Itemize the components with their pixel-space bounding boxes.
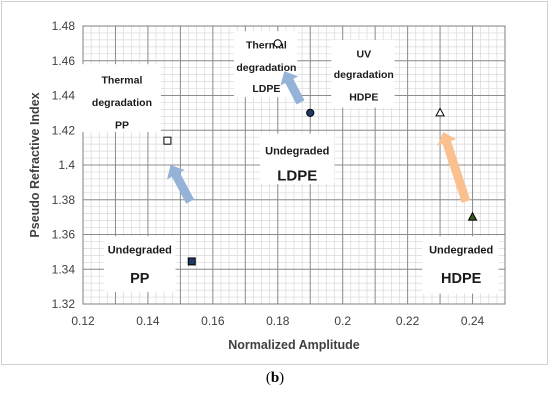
triangle-marker bbox=[467, 211, 478, 221]
y-tick-label: 1.36 bbox=[52, 228, 76, 242]
x-tick-label: 0.18 bbox=[266, 314, 290, 328]
trend-arrow bbox=[167, 165, 195, 204]
circle-marker bbox=[306, 108, 315, 117]
annotation: Thermal degradation PP bbox=[81, 64, 161, 132]
x-tick-label: 0.14 bbox=[136, 314, 160, 328]
annotation-box bbox=[233, 31, 298, 98]
triangle-marker bbox=[435, 107, 445, 117]
annotation-text: HDPE bbox=[349, 92, 378, 104]
annotation-text: PP bbox=[130, 271, 150, 287]
annotation-text: UV bbox=[356, 48, 371, 60]
annotation-box bbox=[104, 236, 176, 292]
annotation-text: LDPE bbox=[277, 168, 317, 185]
figure-caption: (b) bbox=[0, 370, 550, 387]
caption-close: ) bbox=[279, 370, 285, 386]
annotation-text: Thermal bbox=[102, 74, 143, 86]
x-tick-label: 0.2 bbox=[334, 314, 351, 328]
annotation: UV degradation HDPE bbox=[331, 39, 395, 108]
annotation: Undegraded HDPE bbox=[422, 236, 499, 294]
x-tick-label: 0.24 bbox=[461, 314, 485, 328]
x-tick-label: 0.12 bbox=[71, 314, 95, 328]
y-tick-label: 1.42 bbox=[52, 123, 76, 137]
y-tick-label: 1.4 bbox=[58, 158, 75, 172]
annotation-box bbox=[81, 64, 161, 132]
annotation-text: degradation bbox=[236, 62, 296, 74]
x-tick-label: 0.16 bbox=[201, 314, 225, 328]
annotation-box bbox=[259, 133, 335, 185]
annotation: Undegraded PP bbox=[104, 236, 176, 292]
annotation-box bbox=[422, 236, 499, 294]
annotation-text: Undegraded bbox=[265, 146, 329, 158]
annotation-text: LDPE bbox=[252, 83, 280, 95]
caption-label: b bbox=[270, 370, 280, 386]
square-marker bbox=[163, 136, 172, 145]
circle-marker bbox=[273, 39, 282, 48]
annotation-text: HDPE bbox=[441, 271, 482, 287]
y-tick-label: 1.32 bbox=[52, 297, 76, 311]
annotation-text: degradation bbox=[334, 69, 394, 81]
plot-area-border bbox=[82, 25, 506, 305]
annotation-text: degradation bbox=[92, 97, 152, 109]
y-tick-label: 1.34 bbox=[52, 262, 76, 276]
annotation: Undegraded LDPE bbox=[259, 133, 335, 185]
x-axis-label: Normalized Amplitude bbox=[228, 338, 360, 352]
y-tick-label: 1.46 bbox=[52, 54, 76, 68]
trend-arrow bbox=[437, 132, 471, 203]
annotation-box bbox=[331, 39, 395, 108]
x-tick-label: 0.22 bbox=[396, 314, 420, 328]
y-tick-label: 1.44 bbox=[52, 89, 76, 103]
annotation-text: Undegraded bbox=[108, 245, 172, 257]
trend-arrow bbox=[280, 71, 305, 105]
square-marker bbox=[187, 257, 196, 266]
y-tick-label: 1.48 bbox=[52, 19, 76, 33]
y-axis-label: Pseudo Refractive Index bbox=[28, 92, 42, 237]
y-tick-label: 1.38 bbox=[52, 193, 76, 207]
chart-frame: 0.12 0.14 0.16 0.18 0.2 0.22 0.24 1.32 1.34 1.36 1… bbox=[1, 1, 548, 365]
caption-open: ( bbox=[265, 370, 271, 386]
annotation-text: PP bbox=[115, 120, 129, 132]
annotation-text: Undegraded bbox=[429, 245, 493, 257]
scatter-chart: 0.12 0.14 0.16 0.18 0.2 0.22 0.24 1.32 1.34 1.36 1… bbox=[28, 19, 506, 352]
